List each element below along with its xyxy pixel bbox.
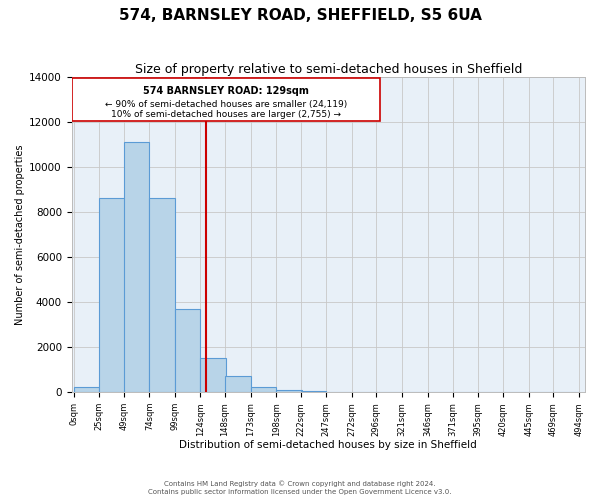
Text: 574, BARNSLEY ROAD, SHEFFIELD, S5 6UA: 574, BARNSLEY ROAD, SHEFFIELD, S5 6UA xyxy=(119,8,481,22)
FancyBboxPatch shape xyxy=(71,78,380,120)
Bar xyxy=(74,388,99,392)
Bar xyxy=(200,358,226,392)
Bar xyxy=(301,391,326,392)
Bar xyxy=(99,198,125,392)
Text: 574 BARNSLEY ROAD: 129sqm: 574 BARNSLEY ROAD: 129sqm xyxy=(143,86,309,96)
Bar xyxy=(251,388,276,392)
Text: 10% of semi-detached houses are larger (2,755) →: 10% of semi-detached houses are larger (… xyxy=(111,110,341,120)
X-axis label: Distribution of semi-detached houses by size in Sheffield: Distribution of semi-detached houses by … xyxy=(179,440,477,450)
Bar xyxy=(225,376,251,392)
Y-axis label: Number of semi-detached properties: Number of semi-detached properties xyxy=(15,144,25,324)
Bar xyxy=(175,309,200,392)
Text: Contains HM Land Registry data © Crown copyright and database right 2024.
Contai: Contains HM Land Registry data © Crown c… xyxy=(148,480,452,495)
Text: ← 90% of semi-detached houses are smaller (24,119): ← 90% of semi-detached houses are smalle… xyxy=(105,100,347,108)
Bar xyxy=(124,142,149,392)
Title: Size of property relative to semi-detached houses in Sheffield: Size of property relative to semi-detach… xyxy=(134,62,522,76)
Bar xyxy=(276,390,302,392)
Bar xyxy=(149,198,175,392)
